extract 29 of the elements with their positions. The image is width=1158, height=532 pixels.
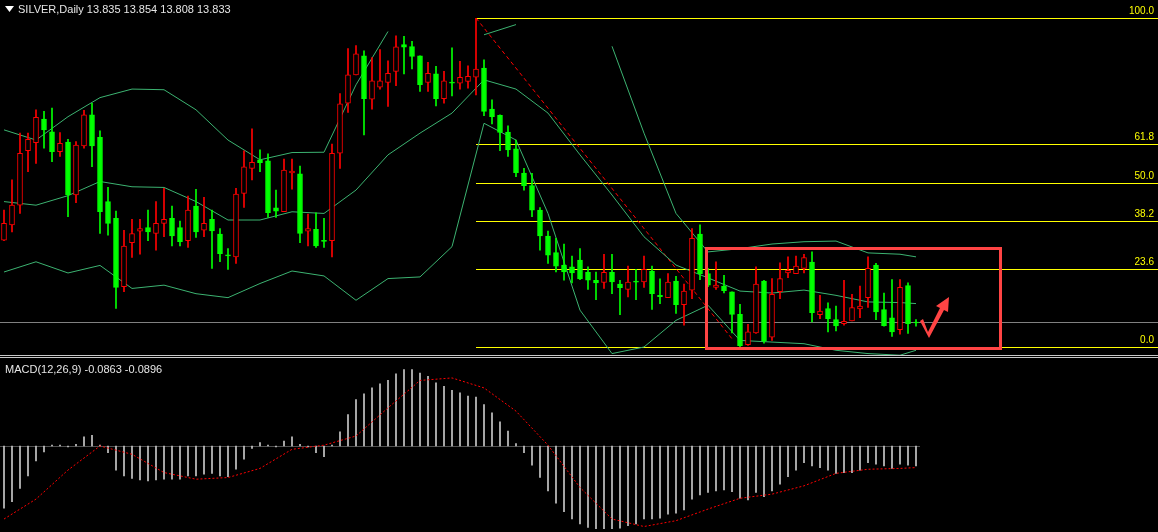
candlestick bbox=[209, 209, 215, 269]
candlestick bbox=[137, 219, 143, 255]
ref-line-label: 23.6 bbox=[1134, 256, 1155, 268]
ref-line-label: 100.0 bbox=[1128, 5, 1155, 17]
candlestick bbox=[889, 279, 895, 337]
candlestick bbox=[817, 295, 823, 320]
candlestick bbox=[609, 253, 615, 295]
candlestick bbox=[457, 61, 463, 90]
candlestick bbox=[561, 243, 567, 281]
candlestick bbox=[913, 319, 919, 327]
ref-line-label: 0.0 bbox=[1140, 334, 1155, 346]
candlestick bbox=[225, 248, 231, 270]
candlestick bbox=[633, 269, 639, 300]
candlestick bbox=[161, 188, 167, 238]
ref-line-label: 61.8 bbox=[1134, 131, 1155, 143]
candlestick bbox=[129, 219, 135, 258]
ref-line-label: 38.2 bbox=[1134, 208, 1155, 220]
candlestick bbox=[401, 36, 407, 75]
candlestick bbox=[713, 261, 719, 290]
candlestick bbox=[841, 279, 847, 326]
chart-title: SILVER,Daily 13.835 13.854 13.808 13.833 bbox=[18, 3, 231, 15]
candlestick bbox=[449, 47, 455, 97]
ref-line-label: 50.0 bbox=[1134, 170, 1155, 182]
chart-title: MACD(12,26,9) -0.0863 -0.0896 bbox=[5, 363, 163, 375]
candlestick bbox=[153, 201, 159, 251]
candlestick bbox=[145, 209, 151, 242]
candlestick bbox=[305, 213, 311, 247]
candlestick bbox=[201, 196, 207, 238]
candlestick bbox=[617, 279, 623, 316]
